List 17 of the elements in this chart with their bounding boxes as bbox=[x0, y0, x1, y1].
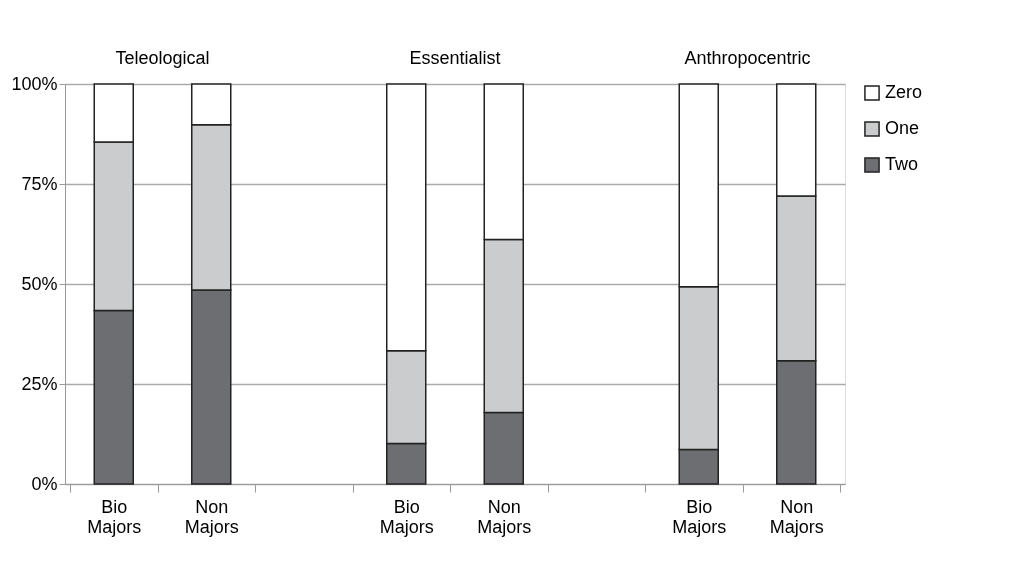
text: Anthropocentric bbox=[684, 48, 811, 68]
text: Teleological bbox=[115, 48, 210, 68]
y-tick-label: 0% bbox=[31, 473, 58, 494]
x-tick-label: Non Majors bbox=[769, 496, 824, 537]
y-tick-label: 50% bbox=[21, 273, 58, 294]
x-tick-label: Bio Majors bbox=[379, 496, 434, 537]
legend-label: One bbox=[885, 118, 920, 138]
y-tick-label: 25% bbox=[21, 373, 58, 394]
legend-label: Two bbox=[885, 154, 919, 174]
y-tick-label: 75% bbox=[21, 173, 58, 194]
x-tick-label: Non Majors bbox=[184, 496, 239, 537]
legend-label: Zero bbox=[885, 82, 923, 102]
x-tick-label: Non Majors bbox=[477, 496, 532, 537]
text: Essentialist bbox=[409, 48, 501, 68]
y-tick-label: 100% bbox=[11, 73, 58, 94]
x-tick-label: Bio Majors bbox=[87, 496, 142, 537]
x-tick-label: Bio Majors bbox=[672, 496, 727, 537]
